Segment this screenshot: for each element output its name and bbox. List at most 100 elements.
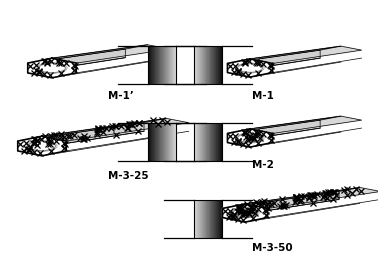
Bar [158,46,159,84]
Bar [166,46,167,84]
Bar [208,46,209,84]
Bar [159,46,160,84]
Bar [155,123,156,161]
Polygon shape [18,118,166,141]
Bar [205,46,206,84]
Bar [195,123,196,161]
Bar [217,200,218,238]
Bar [160,46,161,84]
Ellipse shape [29,141,56,151]
Polygon shape [18,136,66,156]
Bar [163,46,164,84]
Bar [208,123,209,161]
Bar [203,123,204,161]
Bar [218,123,219,161]
Bar [150,46,151,84]
Polygon shape [228,120,320,143]
Bar [149,46,150,84]
Bar [174,123,175,161]
Text: M-1: M-1 [252,91,274,101]
Bar [211,123,212,161]
Bar [161,123,162,161]
Text: M-3-50: M-3-50 [252,243,293,253]
Polygon shape [245,188,378,209]
Polygon shape [250,46,362,64]
Bar [196,200,197,238]
Bar [196,46,197,84]
Ellipse shape [232,209,257,217]
Bar [161,46,162,84]
Text: M-2: M-2 [252,160,274,170]
Bar [163,123,164,161]
Bar [215,46,216,84]
Bar [175,123,176,161]
Bar [197,123,198,161]
Bar [148,123,149,161]
Bar [151,46,152,84]
Bar [154,123,155,161]
Bar [207,46,208,84]
Bar [168,123,169,161]
Bar [194,46,195,84]
Bar [198,200,199,238]
Bar [171,123,172,161]
Bar [206,200,207,238]
Bar [203,200,204,238]
Bar [173,123,174,161]
Bar [160,123,161,161]
Polygon shape [28,49,125,73]
Bar [164,123,165,161]
Bar [207,200,208,238]
Ellipse shape [39,63,65,73]
Bar [218,200,219,238]
Polygon shape [28,58,76,78]
Bar [213,200,214,238]
Polygon shape [18,123,144,151]
Bar [195,46,196,84]
Bar [155,46,156,84]
Polygon shape [228,59,273,77]
Bar [206,46,207,84]
Bar [199,46,200,84]
Bar [150,123,151,161]
Bar [157,123,158,161]
Bar [159,123,160,161]
Polygon shape [52,45,170,63]
Polygon shape [228,116,341,133]
Bar [206,123,207,161]
Polygon shape [228,46,341,64]
Polygon shape [228,50,320,73]
Bar [218,46,219,84]
Bar [219,123,220,161]
Bar [172,46,173,84]
Bar [172,123,173,161]
Bar [164,46,165,84]
Bar [220,200,221,238]
Bar [170,123,171,161]
Bar [217,46,218,84]
Bar [169,46,170,84]
Bar [200,123,201,161]
Bar [149,123,150,161]
Bar [214,123,215,161]
Bar [175,46,176,84]
Bar [162,123,163,161]
Bar [167,46,168,84]
Ellipse shape [237,64,262,72]
Bar [214,46,215,84]
Polygon shape [223,188,360,209]
Bar [166,123,167,161]
Bar [202,123,203,161]
Bar [165,123,166,161]
Bar [204,46,205,84]
Bar [198,123,199,161]
Bar [213,123,214,161]
Polygon shape [223,204,268,222]
Bar [214,200,215,238]
Bar [215,123,216,161]
Bar [158,123,159,161]
Bar [211,200,212,238]
Bar [165,46,166,84]
Bar [216,123,217,161]
Bar [219,200,220,238]
